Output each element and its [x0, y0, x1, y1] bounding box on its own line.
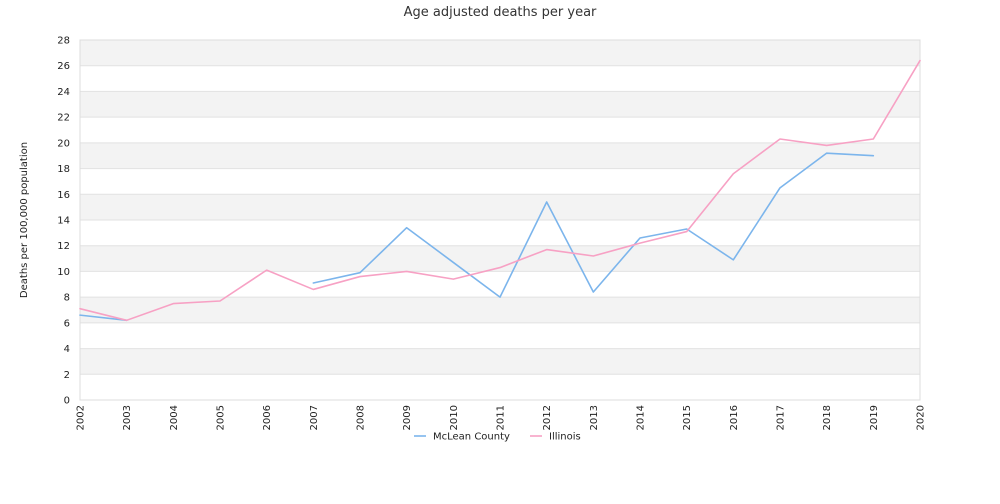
background-band	[80, 142, 920, 169]
x-tick-label: 2020	[916, 405, 927, 430]
x-tick-label: 2014	[636, 405, 647, 430]
y-tick-label: 26	[57, 61, 70, 72]
y-tick-label: 16	[57, 190, 70, 201]
background-band	[80, 348, 920, 375]
background-band	[80, 40, 920, 66]
background-band	[80, 220, 920, 246]
legend-label: McLean County	[433, 432, 510, 443]
x-tick-label: 2012	[542, 405, 553, 430]
background-band	[80, 322, 920, 349]
x-tick-label: 2013	[589, 405, 600, 430]
background-band	[80, 194, 920, 220]
series-lines	[79, 59, 921, 322]
y-axis-label: Deaths per 100,000 population	[19, 142, 30, 298]
y-tick-label: 28	[57, 36, 70, 47]
background-band	[80, 374, 920, 400]
y-tick-label: 14	[57, 216, 70, 227]
x-tick-label: 2018	[822, 405, 833, 430]
x-tick-label: 2016	[729, 405, 740, 430]
x-tick-label: 2007	[309, 405, 320, 430]
y-tick-label: 12	[57, 241, 70, 252]
background-band	[80, 117, 920, 143]
x-tick-label: 2009	[402, 405, 413, 430]
y-tick-label: 22	[57, 113, 70, 124]
background-band	[80, 271, 920, 298]
x-tick-label: 2005	[216, 405, 227, 430]
plot-border	[79, 39, 921, 401]
x-tick-label: 2002	[76, 405, 87, 430]
series-line-mclean-county[interactable]	[79, 152, 875, 322]
y-tick-label: 24	[57, 87, 70, 98]
x-tick-label: 2011	[496, 405, 507, 430]
background-band	[80, 168, 920, 195]
y-tick-label: 20	[57, 138, 70, 149]
x-tick-label: 2017	[776, 405, 787, 430]
legend-item-illinois[interactable]: Illinois	[530, 432, 581, 443]
x-tick-label: 2006	[262, 405, 273, 430]
y-tick-label: 4	[64, 344, 70, 355]
x-tick-label: 2015	[682, 405, 693, 430]
legend-item-mclean-county[interactable]: McLean County	[414, 432, 510, 443]
y-tick-label: 6	[64, 318, 70, 329]
y-tick-label: 0	[64, 396, 70, 407]
chart-title: Age adjusted deaths per year	[404, 5, 597, 20]
background-bands	[80, 40, 920, 400]
x-tick-label: 2003	[122, 405, 133, 430]
x-tick-label: 2019	[869, 405, 880, 430]
y-tick-label: 18	[57, 164, 70, 175]
x-tick-label: 2004	[169, 405, 180, 430]
x-tick-labels: 2002 2003 2004 2005 2006 2007 2008 2009 2010 2011…	[76, 405, 927, 430]
series-line-illinois[interactable]	[79, 59, 921, 322]
x-tick-label: 2008	[356, 405, 367, 430]
y-tick-label: 10	[57, 267, 70, 278]
y-tick-label: 2	[64, 370, 70, 381]
background-band	[80, 65, 920, 92]
legend[interactable]: McLean County Illinois	[414, 432, 581, 443]
background-band	[80, 91, 920, 118]
x-tick-label: 2010	[449, 405, 460, 430]
y-tick-label: 8	[64, 293, 70, 304]
legend-label: Illinois	[549, 432, 581, 443]
